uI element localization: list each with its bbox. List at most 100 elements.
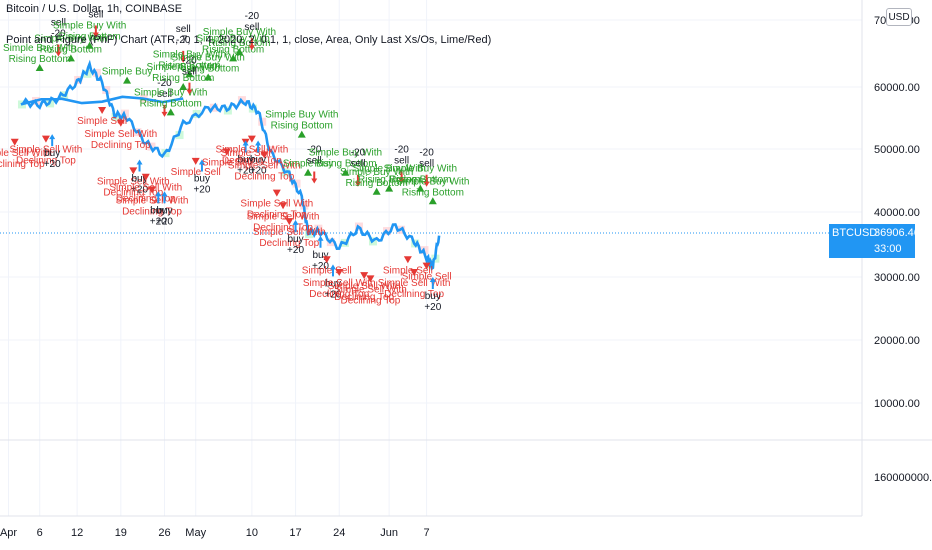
buy-signal[interactable]: buy+20 <box>156 191 173 227</box>
signal-label: +20 <box>156 216 173 227</box>
x-tick-label: 24 <box>333 527 345 539</box>
signal-label: +20 <box>312 261 329 272</box>
sell-arrow-icon <box>55 44 62 57</box>
y-tick-label: 60000.00 <box>874 82 920 94</box>
signal-label: sell <box>419 159 434 170</box>
signal-label: buy <box>156 205 172 216</box>
buy-signal[interactable]: buy+20 <box>193 159 211 196</box>
time-axis[interactable]: Apr 6 12 19 26 May 10 17 24 Jun 7 <box>0 527 430 539</box>
sell-triangle-icon <box>260 151 269 159</box>
signal-label: Declining Top <box>91 140 151 151</box>
signal-label: Simple Sell With <box>228 161 301 172</box>
indicator-legend[interactable]: Point and Figure (PnF) Chart (ATR, 7, 1,… <box>6 34 492 46</box>
signal-label: Declining Top <box>253 222 313 233</box>
buy-signal[interactable]: buy+20 <box>44 134 61 170</box>
buy-signal[interactable]: buy+20 <box>424 277 442 313</box>
sell-signal[interactable]: sell-20 <box>51 18 66 57</box>
currency-button[interactable]: USD <box>886 8 912 26</box>
signal-label: sell <box>307 156 322 167</box>
signal-label: Simple Sell With <box>109 183 182 194</box>
signal-label: Declining Top <box>309 289 369 300</box>
x-tick-label: 6 <box>37 527 43 539</box>
sell-signal[interactable]: Simple Sell <box>402 262 452 283</box>
buy-signal[interactable]: buy+20 <box>324 264 342 300</box>
sell-arrow-icon <box>248 38 255 51</box>
signal-label: Rising Bottom <box>40 44 102 55</box>
buy-signal[interactable]: buy+20 <box>131 159 148 196</box>
sell-arrow-icon <box>398 171 405 184</box>
buy-arrow-icon <box>255 140 262 153</box>
sell-signal[interactable]: sell-20 <box>176 24 191 63</box>
buy-signal[interactable]: Simple Buy <box>102 67 153 84</box>
signal-label: Simple Buy With <box>384 164 457 175</box>
signal-label: Declining Top <box>122 206 182 217</box>
sell-triangle-icon <box>41 135 50 143</box>
signal-label: sell <box>51 18 66 29</box>
signal-label: Simple Sell With <box>253 227 326 238</box>
buy-signal[interactable]: buy+20 <box>150 191 167 227</box>
signal-label: sell <box>157 89 172 100</box>
signal-label: Rising Bottom <box>346 178 408 189</box>
signal-label: Rising Bottom <box>140 98 202 109</box>
buy-arrow-icon <box>49 134 56 147</box>
sell-signal[interactable]: Simple Sell <box>302 256 352 276</box>
signal-label: Simple Buy <box>283 159 334 170</box>
sell-signal[interactable]: Simple Sell <box>383 256 433 276</box>
buy-signal[interactable]: buy+20 <box>312 235 329 272</box>
signal-label: buy <box>312 250 328 261</box>
signal-label: -20 <box>307 145 322 156</box>
sell-signal[interactable]: Simple Sell <box>77 107 127 127</box>
buy-signal[interactable]: buy+20 <box>237 140 255 177</box>
signal-label: Declining Top <box>116 194 176 205</box>
signal-label: Simple Sell <box>302 265 352 276</box>
sell-arrow-icon <box>354 174 361 187</box>
sell-signal[interactable]: Simple Sell <box>202 148 252 168</box>
buy-signal[interactable]: buy+20 <box>287 219 304 256</box>
buy-signal[interactable]: buy+20 <box>250 140 267 177</box>
sell-signal[interactable]: sell <box>88 10 103 38</box>
buy-triangle-icon <box>66 54 75 62</box>
buy-signal[interactable]: Simple Buy <box>283 159 334 176</box>
sell-signal[interactable]: Simple Sell <box>171 157 221 178</box>
buy-arrow-icon <box>136 159 143 172</box>
